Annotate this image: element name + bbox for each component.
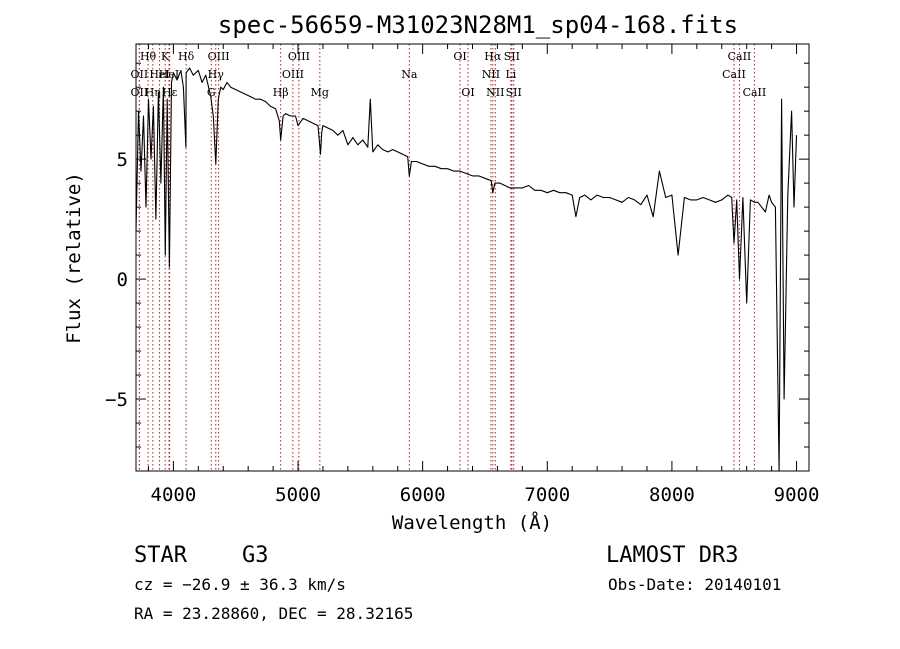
chart-title: spec-56659-M31023N28M1_sp04-168.fits <box>218 11 738 39</box>
redshift-text: cz = −26.9 ± 36.3 km/s <box>134 575 346 594</box>
line-label-25: CaII <box>728 50 752 63</box>
spectral-line-labels: Hθ OII OII K HeI Hη Hδ HeI Hε OIII Hγ G OIII OIII Hβ Mg… <box>131 50 767 99</box>
line-label-26: CaII <box>722 68 746 81</box>
coordinates-text: RA = 23.28860, DEC = 28.32165 <box>134 604 413 623</box>
line-label-23: Li <box>505 68 516 81</box>
y-tick-label: 0 <box>117 269 128 291</box>
line-label-0: Hθ <box>140 50 157 63</box>
line-label-19: Hα <box>484 50 502 63</box>
line-label-10: Hγ <box>208 68 225 81</box>
line-label-20: NII <box>482 68 500 81</box>
line-label-12: OIII <box>288 50 310 63</box>
line-label-18: OI <box>461 86 474 99</box>
classification-label: STAR <box>134 543 188 568</box>
line-label-2: OII <box>131 86 149 99</box>
line-label-16: Na <box>401 68 418 81</box>
y-tick-label: 5 <box>117 149 128 171</box>
line-label-3: K <box>161 50 170 63</box>
line-label-6: Hδ <box>178 50 195 63</box>
line-label-1: OII <box>131 68 149 81</box>
line-label-8: Hε <box>162 86 178 99</box>
x-tick-label: 5000 <box>275 484 321 506</box>
spectral-line-markers <box>138 44 755 471</box>
line-label-13: OIII <box>282 68 304 81</box>
line-label-11: G <box>207 86 216 99</box>
x-tick-label: 7000 <box>524 484 570 506</box>
survey-label: LAMOST DR3 <box>606 543 738 568</box>
obs-date-text: Obs-Date: 20140101 <box>608 575 781 594</box>
line-label-4: HeI <box>149 68 169 81</box>
x-tick-label: 8000 <box>649 484 695 506</box>
spectrum-line <box>135 67 798 472</box>
y-axis-label: Flux (relative) <box>63 172 85 344</box>
x-tick-label: 6000 <box>400 484 446 506</box>
line-label-7: HeI <box>159 68 179 81</box>
line-label-14: Hβ <box>273 86 289 99</box>
x-tick-label: 9000 <box>774 484 820 506</box>
line-label-5: Hη <box>145 86 161 99</box>
y-axis-ticks: −5 0 5 <box>105 62 809 448</box>
line-label-22: SII <box>504 50 520 63</box>
line-label-21: NII <box>486 86 504 99</box>
line-label-24: SII <box>506 86 522 99</box>
line-label-15: Mg <box>311 86 329 99</box>
x-tick-label: 4000 <box>151 484 197 506</box>
line-label-17: OI <box>453 50 466 63</box>
plot-frame <box>135 43 810 472</box>
x-axis-label: Wavelength (Å) <box>392 511 552 534</box>
line-label-27: CaII <box>743 86 767 99</box>
subclass-label: G3 <box>242 543 269 568</box>
line-label-9: OIII <box>208 50 230 63</box>
y-tick-label: −5 <box>105 389 128 411</box>
x-axis-ticks: 4000 5000 6000 7000 8000 9000 <box>147 44 820 506</box>
